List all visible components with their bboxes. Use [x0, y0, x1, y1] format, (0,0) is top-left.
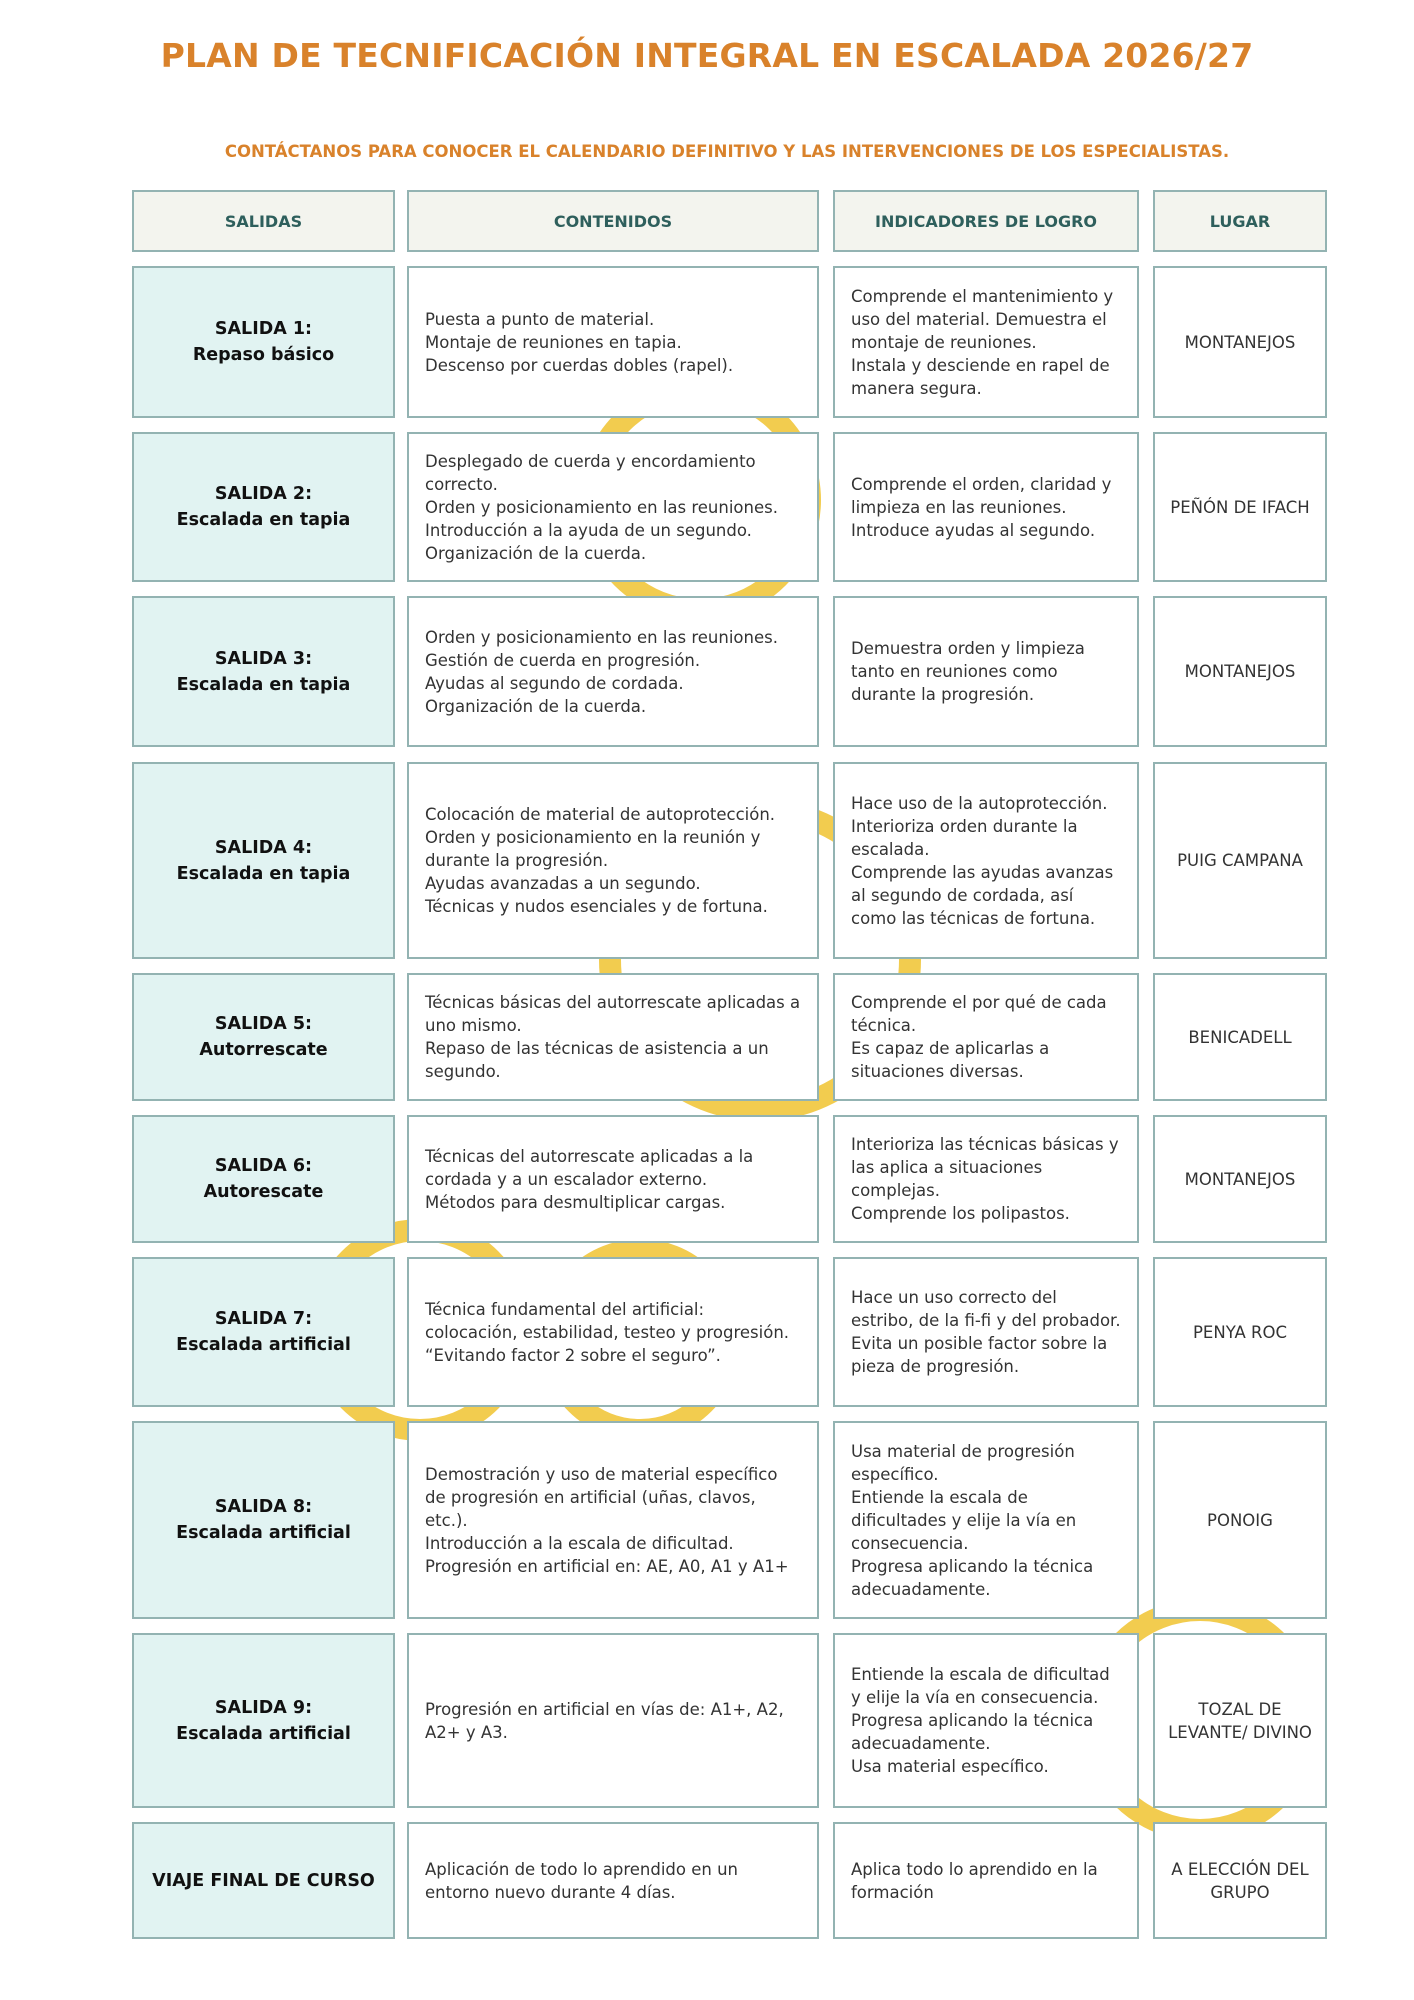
header-lugar: LUGAR: [1153, 190, 1327, 252]
lugar-cell-text: PEÑÓN DE IFACH: [1170, 497, 1310, 517]
indicadores-cell-text: Comprende el orden, claridad y limpieza …: [851, 474, 1112, 540]
indicadores-cell: Entiende la escala de dificultad y elije…: [833, 1633, 1139, 1808]
lugar-cell-text: TOZAL DE LEVANTE/ DIVINO: [1168, 1699, 1312, 1742]
contenidos-cell: Puesta a punto de material. Montaje de r…: [407, 266, 819, 418]
indicadores-cell: Hace uso de la autoprotección. Interiori…: [833, 762, 1139, 959]
salida-name: SALIDA 2: Escalada en tapia: [132, 432, 395, 582]
salida-name-text: SALIDA 3: Escalada en tapia: [176, 648, 351, 695]
lugar-cell: A ELECCIÓN DEL GRUPO: [1153, 1822, 1327, 1939]
indicadores-cell: Aplica todo lo aprendido en la formación: [833, 1822, 1139, 1939]
contenidos-cell-text: Técnicas básicas del autorrescate aplica…: [425, 993, 801, 1081]
header-contenidos-text: CONTENIDOS: [553, 211, 673, 231]
lugar-cell-text: MONTANEJOS: [1184, 332, 1296, 352]
salida-name: VIAJE FINAL DE CURSO: [132, 1822, 395, 1939]
salida-name: SALIDA 3: Escalada en tapia: [132, 596, 395, 747]
page-title: PLAN DE TECNIFICACIÓN INTEGRAL EN ESCALA…: [160, 36, 1254, 75]
indicadores-cell-text: Demuestra orden y limpieza tanto en reun…: [851, 639, 1085, 704]
contenidos-cell: Técnicas básicas del autorrescate aplica…: [407, 973, 819, 1101]
contenidos-cell: Demostración y uso de material específic…: [407, 1421, 819, 1619]
contenidos-cell-text: Colocación de material de autoprotección…: [425, 805, 776, 916]
header-lugar-text: LUGAR: [1209, 211, 1271, 231]
indicadores-cell: Comprende el mantenimiento y uso del mat…: [833, 266, 1139, 418]
contenidos-cell: Técnicas del autorrescate aplicadas a la…: [407, 1115, 819, 1243]
contenidos-cell: Progresión en artificial en vías de: A1+…: [407, 1633, 819, 1808]
lugar-cell-text: BENICADELL: [1188, 1027, 1292, 1047]
salida-name: SALIDA 8: Escalada artificial: [132, 1421, 395, 1619]
lugar-cell-text: MONTANEJOS: [1184, 1169, 1296, 1189]
salida-name: SALIDA 7: Escalada artificial: [132, 1257, 395, 1407]
contenidos-cell-text: Técnicas del autorrescate aplicadas a la…: [425, 1146, 754, 1212]
contenidos-cell-text: Progresión en artificial en vías de: A1+…: [425, 1699, 784, 1742]
lugar-cell-text: PONOIG: [1207, 1510, 1273, 1530]
salida-name-text: SALIDA 5: Autorrescate: [199, 1014, 328, 1060]
header-indicadores-text: INDICADORES DE LOGRO: [875, 211, 1097, 231]
lugar-cell: PUIG CAMPANA: [1153, 762, 1327, 959]
lugar-cell-text: A ELECCIÓN DEL GRUPO: [1171, 1859, 1309, 1902]
lugar-cell: BENICADELL: [1153, 973, 1327, 1101]
header-salidas: SALIDAS: [132, 190, 395, 252]
lugar-cell: MONTANEJOS: [1153, 1115, 1327, 1243]
indicadores-cell-text: Comprende el por qué de cada técnica. Es…: [851, 993, 1107, 1081]
contenidos-cell: Orden y posicionamiento en las reuniones…: [407, 596, 819, 747]
header-salidas-text: SALIDAS: [224, 211, 303, 231]
salida-name: SALIDA 5: Autorrescate: [132, 973, 395, 1101]
indicadores-cell-text: Comprende el mantenimiento y uso del mat…: [851, 286, 1114, 398]
indicadores-cell-text: Hace uso de la autoprotección. Interiori…: [851, 793, 1114, 928]
lugar-cell: MONTANEJOS: [1153, 596, 1327, 747]
salida-name: SALIDA 1: Repaso básico: [132, 266, 395, 418]
indicadores-cell: Usa material de progresión específico. E…: [833, 1421, 1139, 1619]
salida-name-text: SALIDA 8: Escalada artificial: [176, 1497, 351, 1543]
contenidos-cell-text: Técnica fundamental del artificial: colo…: [425, 1299, 790, 1365]
indicadores-cell-text: Interioriza las técnicas básicas y las a…: [851, 1135, 1119, 1223]
indicadores-cell-text: Usa material de progresión específico. E…: [851, 1441, 1094, 1599]
contenidos-cell-text: Orden y posicionamiento en las reuniones…: [425, 627, 778, 716]
indicadores-cell: Comprende el por qué de cada técnica. Es…: [833, 973, 1139, 1101]
indicadores-cell: Demuestra orden y limpieza tanto en reun…: [833, 596, 1139, 747]
salida-name-text: SALIDA 1: Repaso básico: [192, 319, 335, 365]
lugar-cell: PENYA ROC: [1153, 1257, 1327, 1407]
indicadores-cell-text: Entiende la escala de dificultad y elije…: [851, 1665, 1110, 1776]
contenidos-cell-text: Puesta a punto de material. Montaje de r…: [425, 309, 734, 375]
indicadores-cell: Hace un uso correcto del estribo, de la …: [833, 1257, 1139, 1407]
salida-name-text: SALIDA 2: Escalada en tapia: [176, 484, 351, 530]
page-subtitle: CONTÁCTANOS PARA CONOCER EL CALENDARIO D…: [224, 142, 1230, 161]
contenidos-cell: Aplicación de todo lo aprendido en un en…: [407, 1822, 819, 1939]
contenidos-cell-text: Aplicación de todo lo aprendido en un en…: [425, 1859, 738, 1902]
lugar-cell: PONOIG: [1153, 1421, 1327, 1619]
header-indicadores: INDICADORES DE LOGRO: [833, 190, 1139, 252]
lugar-cell-text: MONTANEJOS: [1184, 662, 1296, 681]
contenidos-cell: Colocación de material de autoprotección…: [407, 762, 819, 959]
salida-name-text: SALIDA 7: Escalada artificial: [176, 1309, 351, 1355]
contenidos-cell: Desplegado de cuerda y encordamiento cor…: [407, 432, 819, 582]
contenidos-cell-text: Demostración y uso de material específic…: [425, 1464, 789, 1576]
indicadores-cell: Comprende el orden, claridad y limpieza …: [833, 432, 1139, 582]
salida-name: SALIDA 4: Escalada en tapia: [132, 762, 395, 959]
salida-name-text: VIAJE FINAL DE CURSO: [152, 1870, 375, 1891]
lugar-cell: PEÑÓN DE IFACH: [1153, 432, 1327, 582]
indicadores-cell: Interioriza las técnicas básicas y las a…: [833, 1115, 1139, 1243]
contenidos-cell: Técnica fundamental del artificial: colo…: [407, 1257, 819, 1407]
salida-name-text: SALIDA 6: Autorescate: [203, 1156, 324, 1202]
indicadores-cell-text: Aplica todo lo aprendido en la formación: [851, 1859, 1098, 1902]
salida-name: SALIDA 9: Escalada artificial: [132, 1633, 395, 1808]
salida-name-text: SALIDA 4: Escalada en tapia: [176, 837, 351, 884]
salida-name-text: SALIDA 9: Escalada artificial: [176, 1697, 351, 1744]
lugar-cell-text: PUIG CAMPANA: [1177, 851, 1303, 870]
lugar-cell-text: PENYA ROC: [1192, 1322, 1288, 1342]
header-contenidos: CONTENIDOS: [407, 190, 819, 252]
lugar-cell: TOZAL DE LEVANTE/ DIVINO: [1153, 1633, 1327, 1808]
indicadores-cell-text: Hace un uso correcto del estribo, de la …: [851, 1288, 1121, 1376]
lugar-cell: MONTANEJOS: [1153, 266, 1327, 418]
contenidos-cell-text: Desplegado de cuerda y encordamiento cor…: [425, 451, 778, 563]
salida-name: SALIDA 6: Autorescate: [132, 1115, 395, 1243]
